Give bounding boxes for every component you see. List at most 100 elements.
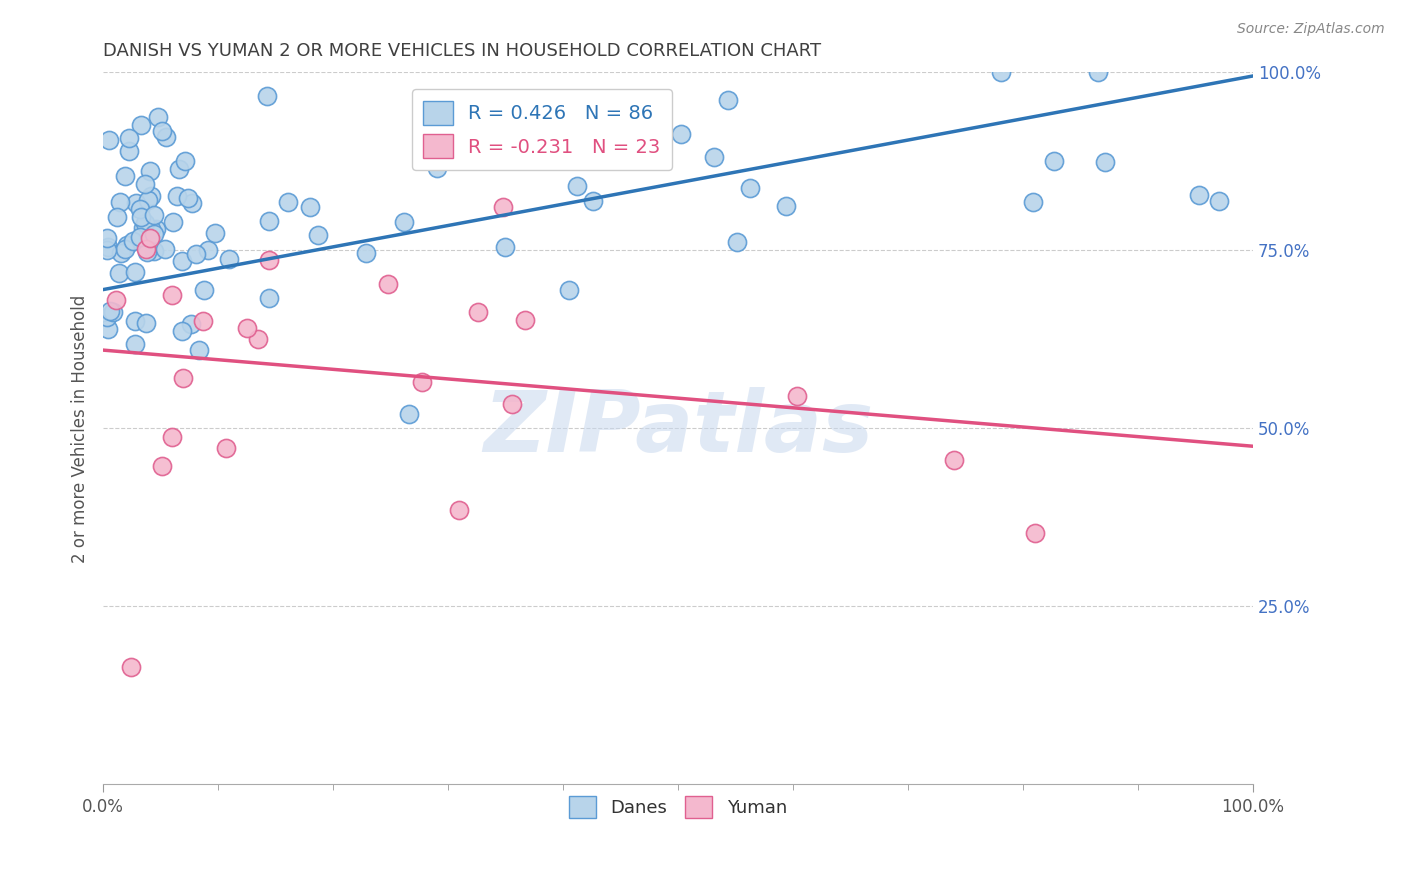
Point: [143, 227, 166, 241]
Point: [150, 459, 173, 474]
Point: [174, 153, 197, 168]
Point: [150, 124, 173, 138]
Point: [139, 231, 162, 245]
Point: [1022, 195, 1045, 210]
Point: [218, 252, 240, 266]
Point: [108, 194, 131, 209]
Point: [177, 191, 200, 205]
Point: [257, 252, 280, 267]
Point: [153, 242, 176, 256]
Point: [134, 316, 156, 330]
Point: [97, 133, 120, 147]
Point: [129, 230, 152, 244]
Point: [97, 240, 120, 254]
Point: [134, 177, 156, 191]
Point: [740, 181, 762, 195]
Point: [187, 343, 209, 358]
Point: [101, 305, 124, 319]
Point: [193, 284, 215, 298]
Point: [567, 178, 589, 193]
Point: [139, 222, 162, 236]
Point: [124, 336, 146, 351]
Point: [138, 163, 160, 178]
Point: [110, 246, 132, 260]
Point: [131, 210, 153, 224]
Point: [155, 130, 177, 145]
Point: [186, 247, 208, 261]
Point: [120, 660, 142, 674]
Point: [492, 200, 515, 214]
Point: [166, 188, 188, 202]
Point: [411, 375, 433, 389]
Point: [146, 111, 169, 125]
Point: [169, 162, 191, 177]
Point: [669, 127, 692, 141]
Point: [775, 199, 797, 213]
Point: [97, 322, 120, 336]
Point: [236, 321, 259, 335]
Point: [377, 277, 399, 291]
Point: [398, 407, 420, 421]
Point: [117, 131, 139, 145]
Point: [558, 283, 581, 297]
Point: [124, 265, 146, 279]
Point: [135, 242, 157, 256]
Point: [1094, 154, 1116, 169]
Text: ZIPatlas: ZIPatlas: [482, 387, 873, 470]
Point: [942, 453, 965, 467]
Point: [122, 234, 145, 248]
Point: [1188, 187, 1211, 202]
Point: [717, 93, 740, 107]
Point: [134, 216, 156, 230]
Point: [193, 314, 215, 328]
Point: [135, 245, 157, 260]
Point: [160, 288, 183, 302]
Point: [494, 240, 516, 254]
Point: [136, 193, 159, 207]
Point: [143, 208, 166, 222]
Point: [115, 237, 138, 252]
Point: [786, 389, 808, 403]
Point: [98, 304, 121, 318]
Point: [162, 215, 184, 229]
Point: [257, 291, 280, 305]
Point: [204, 226, 226, 240]
Point: [104, 293, 127, 308]
Point: [298, 200, 321, 214]
Point: [515, 313, 537, 327]
Text: DANISH VS YUMAN 2 OR MORE VEHICLES IN HOUSEHOLD CORRELATION CHART: DANISH VS YUMAN 2 OR MORE VEHICLES IN HO…: [103, 42, 821, 60]
Point: [172, 370, 194, 384]
Point: [356, 246, 378, 260]
Point: [426, 161, 449, 176]
Point: [162, 430, 184, 444]
Point: [1087, 65, 1109, 79]
Point: [132, 221, 155, 235]
Point: [128, 202, 150, 216]
Point: [501, 396, 523, 410]
Point: [1043, 153, 1066, 168]
Point: [247, 332, 270, 346]
Point: [990, 65, 1012, 79]
Point: [1024, 526, 1046, 541]
Point: [129, 118, 152, 132]
Point: [125, 195, 148, 210]
Point: [197, 243, 219, 257]
Y-axis label: 2 or more Vehicles in Household: 2 or more Vehicles in Household: [72, 294, 89, 563]
Point: [170, 253, 193, 268]
Point: [392, 215, 415, 229]
Point: [600, 141, 623, 155]
Legend: Danes, Yuman: Danes, Yuman: [561, 789, 794, 825]
Point: [277, 195, 299, 210]
Point: [139, 189, 162, 203]
Point: [582, 194, 605, 208]
Point: [96, 243, 118, 257]
Point: [114, 169, 136, 183]
Point: [467, 305, 489, 319]
Point: [180, 196, 202, 211]
Point: [114, 243, 136, 257]
Point: [96, 231, 118, 245]
Point: [124, 314, 146, 328]
Point: [172, 324, 194, 338]
Point: [725, 235, 748, 250]
Point: [257, 214, 280, 228]
